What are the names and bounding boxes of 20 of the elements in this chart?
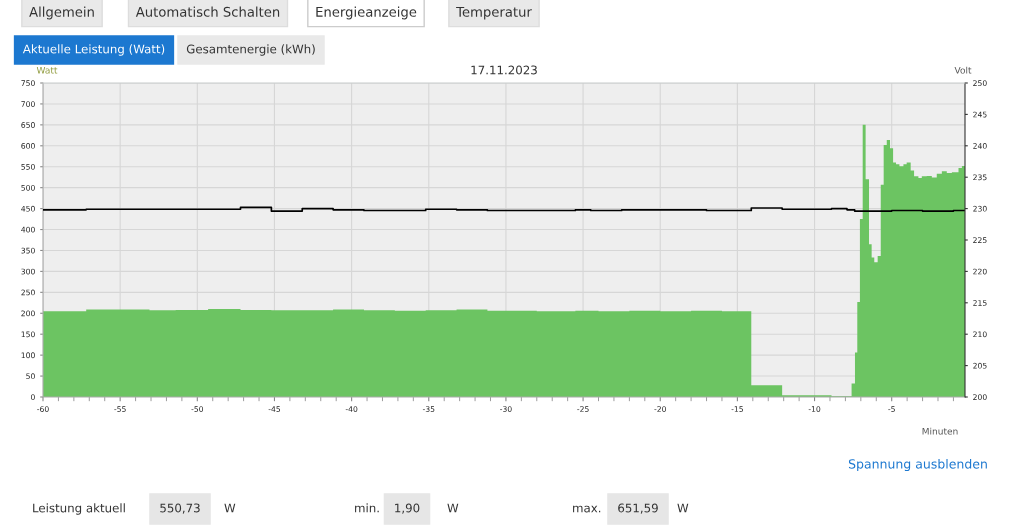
chart-title: 17.11.2023 bbox=[471, 65, 537, 75]
x-axis-title: Minuten bbox=[922, 427, 958, 435]
text: Leistung aktuell bbox=[33, 503, 125, 515]
text: W bbox=[224, 503, 236, 513]
text: max. bbox=[573, 505, 601, 513]
y-axis-title: Watt bbox=[36, 66, 58, 74]
text: W bbox=[447, 503, 459, 513]
text: Automatisch Schalten bbox=[135, 6, 280, 17]
text: 651,59 bbox=[618, 503, 658, 514]
text: min. bbox=[355, 503, 379, 513]
text: Energieanzeige bbox=[316, 6, 417, 20]
text: Spannung ausblenden bbox=[848, 458, 987, 472]
text: Allgemein bbox=[29, 6, 94, 20]
text: W bbox=[677, 503, 689, 513]
text: 550,73 bbox=[160, 503, 200, 514]
text: Gesamtenergie (kWh) bbox=[186, 44, 315, 56]
text: Temperatur bbox=[456, 7, 532, 20]
text: 1,90 bbox=[395, 503, 420, 514]
text: Aktuelle Leistung (Watt) bbox=[22, 44, 165, 56]
y2-axis-title: Volt bbox=[954, 66, 972, 74]
